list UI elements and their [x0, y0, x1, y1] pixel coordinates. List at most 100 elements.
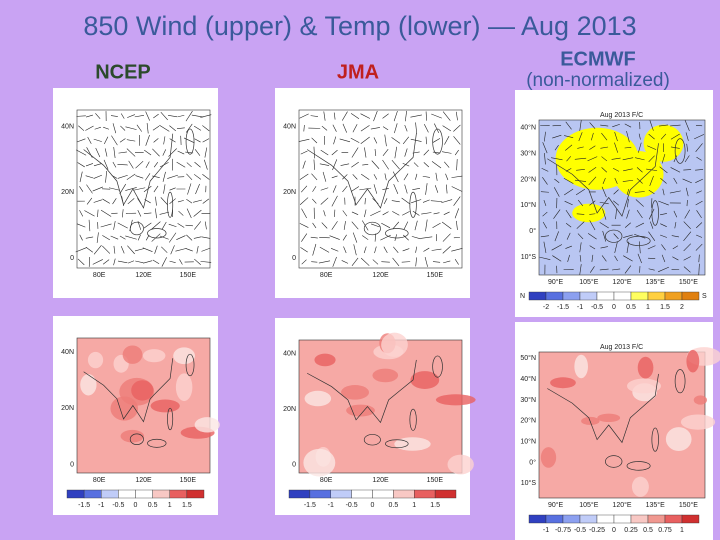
wind-vector	[200, 114, 212, 118]
wind-vector	[601, 186, 607, 198]
wind-vector	[542, 221, 547, 229]
wind-vector	[431, 161, 442, 169]
wind-vector	[421, 212, 432, 215]
wind-vector	[382, 188, 389, 190]
colorbar-label: 0.5	[389, 502, 399, 509]
wind-vector	[93, 199, 102, 203]
colorbar-label: -0.5	[591, 304, 603, 311]
wind-vector	[601, 255, 607, 262]
wind-vector	[102, 235, 111, 241]
wind-vector	[576, 221, 585, 229]
colorbar-cell	[528, 514, 547, 524]
wind-vector	[94, 126, 101, 130]
wind-vector	[195, 183, 200, 195]
anomaly-blob	[626, 378, 661, 394]
anomaly-blob	[693, 395, 708, 405]
wind-vector	[602, 230, 607, 242]
wind-vector	[162, 149, 167, 156]
wind-vector	[135, 175, 144, 179]
island	[605, 455, 623, 468]
wind-vector	[177, 200, 184, 203]
anomaly-blob	[194, 417, 220, 433]
wind-vector	[186, 234, 193, 241]
wind-vector	[299, 223, 309, 228]
wind-vector	[343, 221, 346, 230]
colorbar-cell	[613, 514, 632, 524]
wind-vector	[110, 235, 119, 240]
wind-vector	[351, 257, 359, 267]
colorbar-label: 2	[680, 304, 684, 311]
wind-vector	[93, 138, 102, 142]
wind-vector	[670, 124, 681, 127]
wind-vector	[636, 167, 643, 173]
lon-label: 135°E	[646, 278, 665, 286]
anomaly-blob	[631, 476, 649, 497]
colorbar-cell	[647, 291, 666, 301]
anomaly-blob	[665, 427, 692, 451]
island	[409, 408, 417, 431]
wind-vector	[169, 138, 176, 143]
wind-vector	[410, 138, 422, 142]
wind-vector	[370, 127, 380, 130]
wind-vector	[186, 208, 192, 219]
wind-vector	[185, 123, 193, 133]
wind-vector	[394, 123, 398, 134]
wind-vector	[137, 210, 142, 217]
anomaly-blob	[120, 429, 145, 443]
wind-vector	[393, 184, 399, 194]
wind-vector	[392, 171, 399, 183]
wind-vector	[648, 133, 655, 140]
colorbar-cell	[118, 489, 136, 499]
lon-label: 90°E	[548, 501, 564, 509]
wind-vector	[161, 246, 168, 253]
lat-label: 0	[292, 462, 296, 469]
wind-vector	[364, 147, 367, 158]
map-panel: 40N 20N 0 80E 120E 150E -1.5 -1 -0.5 0 0.5 1 1.5	[275, 318, 476, 515]
wind-vector	[658, 200, 669, 206]
wind-vector	[662, 188, 665, 196]
wind-vector	[363, 246, 367, 254]
wind-vector	[412, 210, 420, 216]
wind-vector	[341, 111, 348, 121]
wind-vector	[444, 136, 450, 145]
wind-vector	[185, 110, 193, 122]
wind-vector	[161, 257, 167, 267]
wind-vector	[381, 222, 391, 229]
wind-vector	[193, 236, 202, 239]
wind-vector	[350, 137, 360, 143]
wind-vector	[393, 110, 398, 122]
colorbar-label: 0	[612, 527, 616, 534]
wind-vector	[153, 162, 159, 168]
map-panel: 40N 20N 0 80E 120E 150E -1.5 -1 -0.5 0 0.5 1 1.5	[53, 316, 220, 515]
wind-vector	[442, 233, 451, 242]
wind-vector	[364, 197, 366, 205]
wind-vector	[302, 160, 306, 169]
wind-vector	[312, 222, 317, 229]
wind-vector	[120, 246, 125, 254]
wind-vector	[332, 185, 337, 193]
wind-vector	[127, 260, 135, 264]
wind-vector	[142, 247, 153, 252]
lon-label: 150E	[427, 272, 444, 279]
wind-vector	[587, 233, 597, 240]
colorbar-label: -0.25	[589, 527, 605, 534]
island	[651, 200, 659, 226]
colorbar-cell	[545, 514, 564, 524]
wind-vector	[193, 174, 202, 180]
wind-vector	[169, 125, 176, 132]
wind-vector	[100, 209, 112, 217]
colorbar-cell	[664, 291, 683, 301]
wind-vector	[423, 247, 430, 252]
coastline	[83, 133, 174, 209]
wind-vector	[648, 155, 655, 163]
wind-vector	[542, 177, 548, 185]
wind-vector	[185, 224, 193, 227]
wind-vector	[93, 244, 102, 255]
wind-vector	[143, 222, 152, 229]
colorbar-cell	[664, 514, 683, 524]
wind-vector	[442, 111, 451, 121]
anomaly-blob	[87, 351, 104, 369]
wind-vector	[168, 223, 177, 228]
wind-vector	[673, 210, 678, 218]
wind-vector	[384, 134, 387, 147]
